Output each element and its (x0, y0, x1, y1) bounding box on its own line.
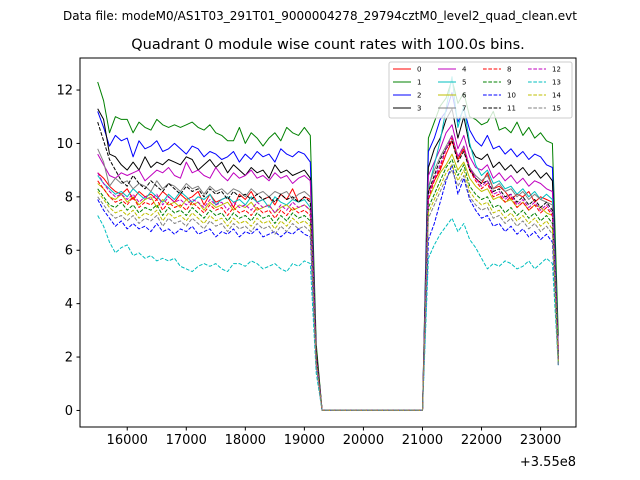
x-axis: 16000 17000 18000 19000 20000 21000 22000 23000 (107, 427, 561, 448)
legend-label-14: 14 (552, 92, 561, 100)
series-line-15 (97, 169, 559, 411)
legend-label-5: 5 (462, 79, 466, 87)
x-tick-label: 22000 (461, 433, 502, 448)
legend-label-4: 4 (462, 66, 467, 74)
chart-title: Quadrant 0 module wise count rates with … (131, 37, 525, 53)
plot-series (97, 76, 559, 411)
legend-label-3: 3 (417, 105, 421, 113)
legend-box (388, 61, 573, 119)
x-offset-label: +3.55e8 (520, 455, 576, 470)
legend-label-1: 1 (417, 79, 421, 87)
legend-label-6: 6 (462, 92, 467, 100)
y-tick-label: 8 (65, 190, 73, 205)
y-tick-label: 6 (65, 244, 73, 259)
series-line-9 (97, 159, 559, 411)
y-tick-label: 10 (56, 137, 73, 152)
y-tick-label: 12 (56, 84, 73, 99)
x-tick-label: 20000 (343, 433, 384, 448)
legend-label-13: 13 (552, 79, 561, 87)
y-tick-label: 0 (65, 404, 73, 419)
x-tick-label: 18000 (225, 433, 266, 448)
y-axis: 0 2 4 6 8 10 12 (56, 84, 80, 419)
axes-frame (79, 57, 577, 428)
y-tick-label: 2 (65, 351, 73, 366)
legend-label-0: 0 (417, 66, 421, 74)
legend-label-11: 11 (507, 105, 516, 113)
x-tick-label: 23000 (520, 433, 561, 448)
legend-label-7: 7 (462, 105, 466, 113)
legend-label-9: 9 (507, 79, 511, 87)
x-tick-label: 16000 (107, 433, 148, 448)
legend-label-8: 8 (507, 66, 511, 74)
figure-suptitle: Data file: modeM0/AS1T03_291T01_90000042… (63, 9, 577, 23)
legend-label-10: 10 (507, 92, 516, 100)
legend-label-15: 15 (552, 105, 561, 113)
x-tick-label: 17000 (166, 433, 207, 448)
y-tick-label: 4 (65, 297, 73, 312)
legend-label-12: 12 (552, 66, 561, 74)
x-tick-label: 21000 (402, 433, 443, 448)
legend-label-2: 2 (417, 92, 421, 100)
x-tick-label: 19000 (284, 433, 325, 448)
